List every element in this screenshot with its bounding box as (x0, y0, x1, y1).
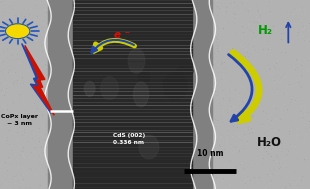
Ellipse shape (128, 49, 145, 73)
Ellipse shape (134, 82, 148, 107)
Ellipse shape (101, 77, 118, 99)
Polygon shape (25, 45, 54, 115)
Polygon shape (22, 43, 51, 113)
Text: H₂: H₂ (258, 24, 272, 37)
Bar (73, 0, 192, 189)
Bar (48, 0, 73, 189)
Ellipse shape (84, 81, 95, 96)
Text: e ⁻: e ⁻ (114, 30, 131, 40)
Text: 10 nm: 10 nm (197, 149, 224, 158)
Circle shape (6, 24, 30, 39)
Text: CdS (002)
0.336 nm: CdS (002) 0.336 nm (113, 133, 145, 145)
Ellipse shape (163, 73, 187, 100)
Ellipse shape (139, 72, 150, 83)
Text: CoPx layer
~ 3 nm: CoPx layer ~ 3 nm (1, 114, 38, 126)
Ellipse shape (139, 135, 159, 159)
Ellipse shape (176, 66, 193, 76)
Bar (192, 0, 212, 189)
Text: H₂O: H₂O (257, 136, 282, 149)
